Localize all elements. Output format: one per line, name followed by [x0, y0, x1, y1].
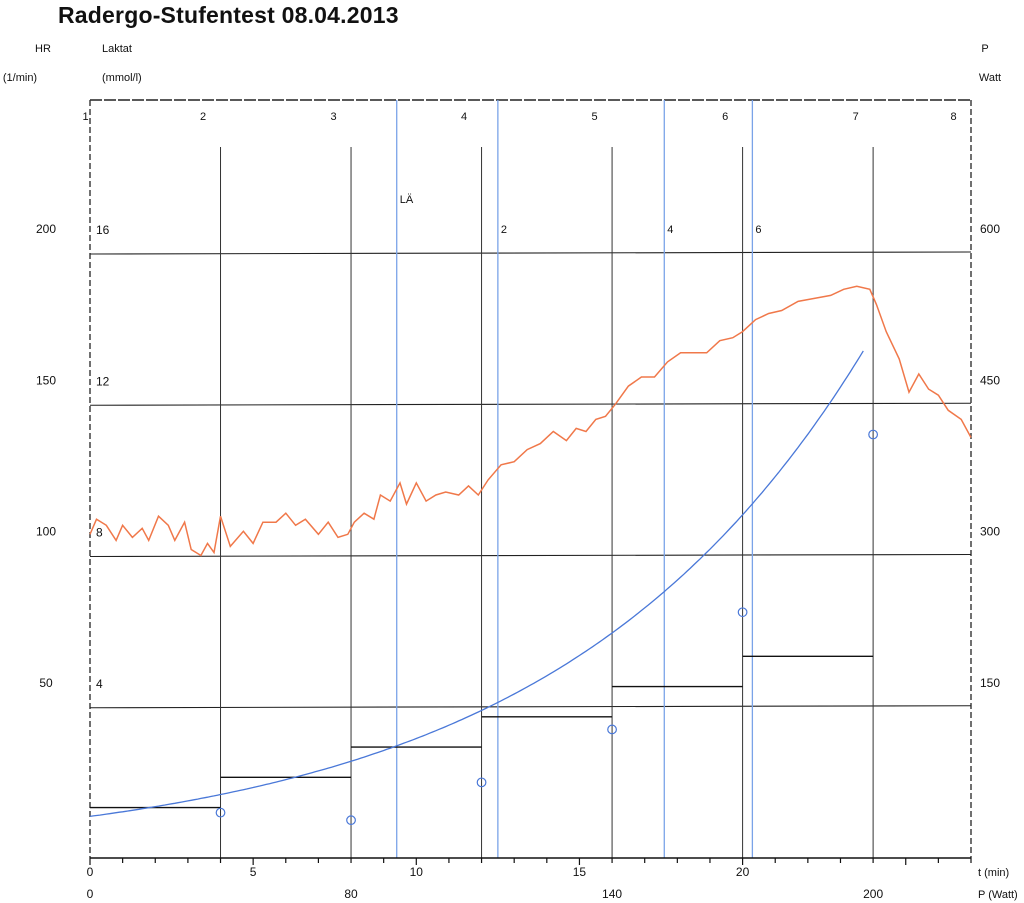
time-axis-label: t (min) — [978, 867, 1009, 879]
stage-lines — [220, 147, 874, 858]
time-tick-label: 15 — [573, 865, 587, 879]
stage-label: 1 — [83, 111, 89, 123]
lactate-axis-unit: (mmol/l) — [102, 72, 142, 84]
hr-axis-unit: (1/min) — [3, 72, 37, 84]
threshold-lines: LÄ 2 4 6 — [396, 100, 762, 858]
lactate-fit-curve — [89, 350, 864, 818]
power-right-axis-label: P — [981, 43, 988, 55]
lactate-point — [607, 724, 617, 735]
hr-tick-label: 50 — [39, 676, 53, 690]
lactate-tick-label: 16 — [96, 223, 110, 237]
hr-tick-label: 200 — [36, 222, 56, 236]
hr-series — [89, 285, 972, 557]
lactate-point — [346, 815, 356, 826]
time-tick-label: 0 — [87, 865, 94, 879]
power-right-tick-label: 300 — [980, 525, 1000, 539]
power-right-tick-label: 450 — [980, 373, 1000, 387]
stage-label: 5 — [592, 111, 598, 123]
stage-label: 4 — [461, 111, 467, 123]
lactate-tick-label: 4 — [96, 677, 103, 691]
stage-label: 8 — [950, 111, 956, 123]
x-axis: 0 5 10 15 20 t (min) 0 80 140 200 P (Watt) — [87, 857, 1018, 901]
lactate-series — [89, 350, 879, 826]
power-steps — [90, 655, 874, 809]
power-right-axis-unit: Watt — [979, 72, 1001, 84]
power-tick-label: 200 — [863, 887, 883, 901]
power-right-tick-label: 150 — [980, 676, 1000, 690]
grid — [89, 251, 972, 709]
lactate-axis-label: Laktat — [102, 43, 132, 55]
threshold-label: 4 — [667, 224, 673, 236]
lactate-tick-label: 8 — [96, 526, 103, 540]
gridline-hr-50 — [89, 705, 972, 709]
page-title: Radergo-Stufentest 08.04.2013 — [58, 2, 399, 28]
power-right-tick-label: 600 — [980, 222, 1000, 236]
plot-frame — [89, 99, 972, 858]
gridline-hr-200 — [89, 251, 972, 255]
hr-tick-label: 100 — [36, 525, 56, 539]
lactate-point — [737, 607, 748, 618]
lactate-tick-label: 12 — [96, 374, 110, 388]
gridline-hr-150 — [89, 402, 972, 406]
power-tick-label: 140 — [602, 887, 622, 901]
hr-axis-label: HR — [35, 43, 51, 55]
stage-label: 7 — [853, 111, 859, 123]
lactate-point — [476, 777, 487, 788]
time-tick-label: 20 — [736, 865, 750, 879]
stage-label: 2 — [200, 111, 206, 123]
threshold-label: LÄ — [400, 194, 414, 206]
lactate-point — [868, 429, 879, 440]
power-tick-label: 80 — [344, 887, 358, 901]
gridline-hr-100 — [89, 553, 972, 558]
hr-tick-label: 150 — [36, 373, 56, 387]
time-tick-label: 10 — [410, 865, 424, 879]
time-tick-label: 5 — [250, 865, 257, 879]
hr-line — [89, 285, 972, 557]
stage-label: 3 — [331, 111, 337, 123]
power-axis-label: P (Watt) — [978, 889, 1018, 901]
threshold-label: 2 — [501, 224, 507, 236]
power-tick-label: 0 — [87, 887, 94, 901]
threshold-label: 6 — [755, 224, 761, 236]
lactate-point — [215, 807, 226, 818]
stage-label: 6 — [722, 111, 728, 123]
